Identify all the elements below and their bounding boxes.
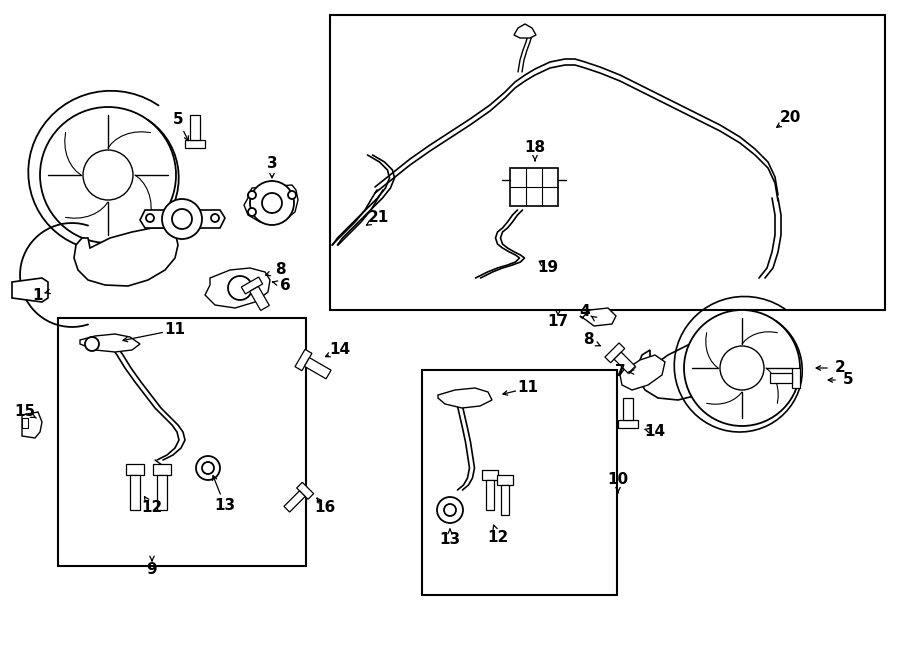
Polygon shape (80, 334, 140, 352)
Circle shape (720, 346, 764, 390)
Text: 6: 6 (280, 278, 291, 293)
Circle shape (437, 497, 463, 523)
Circle shape (172, 209, 192, 229)
Text: 14: 14 (329, 342, 351, 358)
Polygon shape (580, 308, 616, 326)
Circle shape (228, 276, 252, 300)
Polygon shape (153, 464, 171, 475)
Circle shape (202, 462, 214, 474)
Polygon shape (620, 355, 665, 390)
Polygon shape (792, 368, 800, 388)
Text: 16: 16 (314, 500, 336, 516)
Polygon shape (130, 475, 140, 510)
Bar (422, 370, 617, 595)
Text: 12: 12 (488, 531, 508, 545)
Text: 12: 12 (141, 500, 163, 516)
Polygon shape (297, 483, 314, 499)
Circle shape (262, 193, 282, 213)
Polygon shape (501, 485, 509, 515)
Text: 11: 11 (165, 323, 185, 338)
Polygon shape (22, 418, 28, 428)
Circle shape (83, 150, 133, 200)
Text: 19: 19 (537, 260, 559, 276)
Text: 2: 2 (834, 360, 845, 375)
Circle shape (248, 208, 256, 216)
Bar (330, 15, 885, 310)
Polygon shape (618, 420, 638, 428)
Circle shape (288, 191, 296, 199)
Text: 18: 18 (525, 141, 545, 155)
Circle shape (162, 199, 202, 239)
Text: 13: 13 (214, 498, 236, 514)
Circle shape (684, 310, 800, 426)
Text: 13: 13 (439, 533, 461, 547)
Circle shape (146, 214, 154, 222)
Polygon shape (74, 228, 178, 286)
Circle shape (250, 181, 294, 225)
Text: 1: 1 (32, 288, 43, 303)
Circle shape (40, 107, 176, 243)
Polygon shape (486, 480, 494, 510)
Polygon shape (438, 388, 492, 408)
Circle shape (85, 337, 99, 351)
Polygon shape (241, 277, 263, 294)
Polygon shape (623, 398, 633, 420)
Polygon shape (482, 470, 498, 480)
Text: 21: 21 (367, 210, 389, 225)
Text: 20: 20 (779, 110, 801, 126)
Circle shape (444, 504, 456, 516)
Polygon shape (205, 268, 270, 308)
Circle shape (248, 191, 256, 199)
Polygon shape (614, 352, 635, 373)
Polygon shape (770, 373, 792, 383)
Bar (58, 318, 306, 566)
Text: 9: 9 (147, 563, 158, 578)
Text: 4: 4 (580, 305, 590, 319)
Text: 15: 15 (14, 405, 36, 420)
Text: 5: 5 (173, 112, 184, 128)
Circle shape (196, 456, 220, 480)
Text: 17: 17 (547, 315, 569, 329)
Circle shape (211, 214, 219, 222)
Bar (510, 168, 558, 206)
Polygon shape (22, 412, 42, 438)
Polygon shape (638, 340, 728, 400)
Polygon shape (497, 475, 513, 485)
Polygon shape (12, 278, 48, 302)
Text: 8: 8 (582, 332, 593, 348)
Polygon shape (157, 475, 167, 510)
Polygon shape (304, 358, 331, 379)
Text: 11: 11 (518, 381, 538, 395)
Text: 14: 14 (644, 424, 666, 440)
Polygon shape (126, 464, 144, 475)
Polygon shape (605, 343, 625, 363)
Text: 5: 5 (842, 373, 853, 387)
Polygon shape (140, 210, 225, 228)
Polygon shape (514, 24, 536, 38)
Polygon shape (185, 140, 205, 148)
Polygon shape (244, 185, 298, 222)
Polygon shape (190, 115, 200, 140)
Polygon shape (284, 491, 305, 512)
Text: 7: 7 (615, 364, 626, 379)
Polygon shape (295, 350, 312, 371)
Text: 8: 8 (274, 262, 285, 278)
Polygon shape (249, 286, 269, 311)
Text: 10: 10 (608, 473, 628, 488)
Text: 3: 3 (266, 155, 277, 171)
